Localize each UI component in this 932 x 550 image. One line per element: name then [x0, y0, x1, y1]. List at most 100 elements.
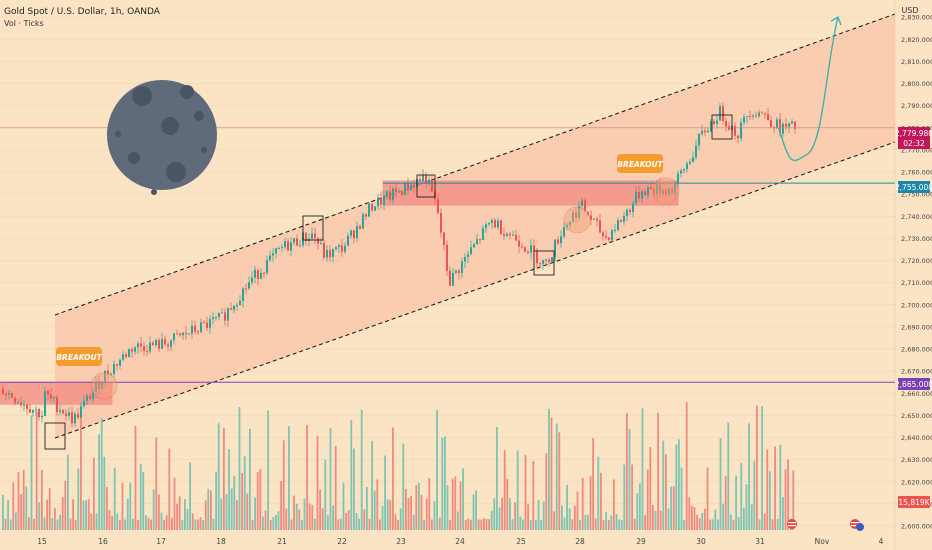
- candle-body: [605, 236, 607, 238]
- candle-body: [596, 218, 598, 221]
- candle-body: [269, 255, 271, 261]
- y-tick-label: 2,770.000: [901, 146, 932, 154]
- y-tick-label: 2,690.000: [901, 323, 932, 331]
- volume-bar: [204, 500, 207, 530]
- candle-body: [614, 229, 616, 231]
- pattern-markers[interactable]: [44, 114, 733, 450]
- volume-bar: [100, 418, 103, 530]
- volume-bar: [319, 489, 321, 530]
- breakout-badge-1[interactable]: BREAKOUT: [56, 347, 103, 366]
- ascending-channel[interactable]: [54, 13, 896, 439]
- candle-body: [236, 304, 238, 307]
- volume-bar: [129, 482, 132, 530]
- volume-bar: [298, 509, 301, 530]
- resistance-price-value: 2,755.000: [895, 183, 932, 192]
- candle-body: [563, 227, 565, 237]
- volume-bar: [22, 469, 25, 530]
- volume-bar: [267, 410, 269, 530]
- volume-bar: [680, 467, 683, 530]
- candle-body: [536, 250, 538, 264]
- projection-arrow[interactable]: [777, 16, 842, 162]
- candle-body: [314, 233, 316, 238]
- candle-body: [215, 317, 217, 319]
- candle-body: [263, 272, 265, 274]
- volume-bar: [371, 441, 373, 530]
- candle-body: [587, 211, 589, 216]
- volume-bar: [280, 481, 282, 530]
- candle-body: [785, 123, 787, 127]
- volume-bar: [737, 516, 740, 530]
- volume-bar: [220, 498, 223, 530]
- volume-bar: [587, 514, 589, 530]
- volume-bar: [628, 428, 631, 530]
- volume-bar: [605, 511, 607, 530]
- candle-body: [680, 170, 682, 174]
- candle-body: [407, 182, 409, 191]
- support-price-tag: 2,665.000: [895, 378, 932, 390]
- candle-body: [317, 237, 319, 244]
- volume-bar: [241, 473, 243, 530]
- volume-bar: [56, 519, 59, 530]
- candle-body: [326, 250, 328, 258]
- volume-bar: [615, 514, 618, 530]
- volume-bar: [376, 479, 379, 530]
- volume-bar: [623, 464, 626, 530]
- candle-body: [761, 112, 763, 114]
- volume-bar: [25, 486, 28, 530]
- channel-lower-line: [54, 141, 896, 439]
- volume-bar: [43, 517, 46, 530]
- volume-bars: [2, 402, 795, 530]
- volume-bar: [145, 515, 147, 530]
- candle-body: [758, 112, 760, 117]
- volume-bar: [345, 512, 347, 530]
- y-tick-label: 2,710.000: [901, 279, 932, 287]
- candle-body: [2, 388, 4, 395]
- volume-bar: [132, 518, 134, 530]
- candle-body: [8, 393, 10, 395]
- volume-bar: [184, 499, 186, 530]
- volume-bar: [124, 519, 126, 530]
- volume-value: 15,819K: [898, 498, 930, 507]
- y-tick-label: 2,730.000: [901, 235, 932, 243]
- candle-body: [779, 119, 781, 134]
- volume-bar: [787, 459, 789, 530]
- candle-body: [50, 394, 52, 399]
- currency-label[interactable]: USD: [901, 6, 918, 15]
- candle-body: [89, 395, 91, 400]
- candle-body: [518, 240, 520, 247]
- candle-body: [560, 236, 562, 244]
- volume-bar: [649, 447, 652, 530]
- volume-bar: [503, 450, 506, 530]
- symbol-title: Gold Spot / U.S. Dollar, 1h, OANDA: [4, 7, 161, 17]
- candle-body: [206, 322, 208, 328]
- volume-bar: [644, 515, 646, 530]
- candle-body: [464, 257, 466, 262]
- volume-bar: [516, 450, 519, 530]
- volume-bar: [246, 493, 249, 530]
- volume-bar: [80, 411, 82, 530]
- candle-body: [509, 233, 511, 236]
- volume-bar: [2, 494, 4, 530]
- candle-body: [410, 184, 412, 191]
- volume-bar: [95, 513, 98, 530]
- flag-icon-1[interactable]: [787, 519, 797, 529]
- volume-bar: [290, 519, 293, 530]
- volume-bar: [600, 472, 602, 530]
- breakout-badge-2[interactable]: BREAKOUT: [617, 154, 664, 173]
- flag-icon-3[interactable]: [856, 523, 864, 531]
- volume-bar: [620, 519, 623, 530]
- channel-fill: [55, 14, 895, 438]
- candle-body: [122, 354, 124, 360]
- candle-body: [644, 191, 646, 196]
- candle-body: [473, 244, 475, 248]
- volume-bar: [496, 426, 498, 530]
- candle-body: [578, 205, 580, 218]
- volume-bar: [730, 514, 732, 530]
- moon-disc: [107, 80, 217, 190]
- volume-bar: [581, 477, 584, 530]
- moon-crater: [194, 111, 204, 121]
- volume-bar: [191, 513, 194, 530]
- volume-bar: [420, 494, 423, 530]
- volume-bar: [381, 505, 384, 530]
